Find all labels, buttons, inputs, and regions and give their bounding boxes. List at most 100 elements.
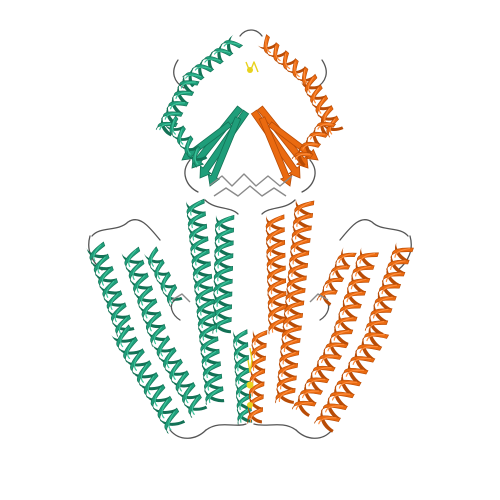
helix-highlight: [207, 375, 219, 391]
helix-turn-front: [214, 240, 234, 258]
helix-highlight: [282, 351, 296, 365]
helix-highlight: [128, 249, 137, 268]
helix-turn-front: [201, 348, 220, 368]
helix-turn-front: [128, 259, 145, 283]
helix-highlight: [217, 267, 230, 282]
helix-highlight: [355, 265, 371, 277]
helix-highlight: [236, 344, 246, 359]
helix-highlight: [385, 272, 402, 283]
helix-turn-front: [189, 223, 208, 243]
helix-highlight: [390, 260, 406, 270]
helix-highlight: [192, 225, 204, 241]
ligand-top-yellow: [245, 61, 259, 73]
ion-sphere-2: [247, 402, 253, 408]
helix-turn-front: [251, 329, 268, 347]
helix-highlight: [359, 345, 378, 354]
helix-turn-front: [277, 363, 299, 379]
helix-highlight: [254, 331, 265, 346]
helix-highlight: [180, 81, 196, 89]
helix-turn-front: [248, 381, 265, 398]
helix-turn-front: [148, 246, 159, 270]
loop-upper-right: [301, 159, 316, 193]
helix-turn-back: [340, 246, 351, 269]
helix-highlight: [164, 112, 180, 120]
helix-highlight: [281, 364, 295, 378]
helix-highlight: [331, 393, 351, 401]
helix-highlight: [140, 288, 150, 306]
helix-highlight: [172, 361, 179, 380]
helix-turn-front: [205, 386, 224, 406]
helix-highlight: [295, 402, 313, 410]
helix-turn-front: [182, 72, 205, 81]
helix-turn-back: [297, 145, 306, 167]
helix-turn-back: [217, 42, 224, 64]
helix-highlight: [239, 395, 249, 410]
alpha-helices: [86, 34, 414, 434]
helix-turn-front: [233, 342, 249, 361]
helix-highlight: [293, 239, 308, 253]
helix-turn-back: [207, 50, 215, 72]
helix-turn-front: [213, 278, 233, 296]
helix-highlight: [204, 58, 221, 63]
helix-turn-front: [267, 265, 286, 284]
helix-highlight: [332, 265, 348, 276]
helix-turn-front: [150, 323, 166, 347]
helix-turn-back: [276, 58, 298, 66]
helix-turn-front: [106, 290, 123, 313]
helix-highlight: [271, 305, 284, 320]
helix-turn-back: [198, 58, 205, 80]
helix-turn-front: [98, 265, 114, 289]
helix-turn-front: [266, 252, 286, 271]
ligand-chain-center-2: [213, 185, 287, 197]
helix-turn-front: [390, 247, 414, 259]
helix-turn-front: [248, 394, 264, 411]
helix-turn-front: [267, 291, 287, 309]
helix-highlight: [149, 313, 158, 332]
helix-highlight: [345, 369, 365, 377]
helix-turn-front: [290, 238, 311, 254]
helix-highlight: [252, 357, 264, 371]
helix-highlight: [132, 262, 141, 280]
helix-turn-front: [377, 284, 402, 295]
helix-highlight: [206, 363, 218, 379]
helix-highlight: [197, 275, 209, 291]
helix-turn-front: [287, 263, 309, 279]
helix-highlight: [170, 102, 186, 110]
helix-highlight: [237, 369, 248, 385]
helix-turn-front: [265, 214, 285, 233]
helix-turn-front: [143, 371, 159, 399]
loop-right-bottom: [295, 429, 333, 439]
helix-highlight: [265, 37, 272, 54]
helix-highlight: [250, 408, 261, 423]
helix-turn-front: [137, 285, 154, 309]
helix-turn-front: [192, 261, 211, 281]
helix-highlight: [216, 293, 229, 307]
helix-highlight: [136, 275, 145, 293]
helix-highlight: [309, 133, 326, 140]
helix-turn-front: [201, 56, 224, 65]
helix-turn-front: [234, 354, 249, 374]
helix-highlight: [269, 241, 282, 257]
helix-turn-back: [334, 259, 344, 281]
helix-turn-front: [187, 211, 206, 231]
helix-highlight: [160, 338, 167, 357]
helix-turn-front: [320, 105, 334, 128]
loop-left-top: [91, 219, 161, 241]
helix-turn-front: [115, 314, 131, 337]
helix-turn-front: [334, 316, 358, 329]
helix-turn-front: [204, 373, 223, 393]
helix-turn-back: [143, 253, 164, 264]
helix-turn-back: [186, 154, 208, 161]
helix-turn-front: [247, 407, 264, 424]
helix-turn-front: [133, 272, 149, 296]
helix-turn-front: [315, 94, 329, 117]
helix-highlight: [325, 278, 341, 289]
helix-turn-front: [162, 346, 177, 372]
helix-turn-front: [169, 115, 179, 138]
helix-highlight: [179, 373, 186, 392]
helix-highlight: [318, 417, 337, 425]
helix-turn-front: [281, 325, 302, 341]
helix-a-top-1: [182, 34, 244, 88]
helix-highlight: [319, 290, 335, 301]
helix-turn-front: [215, 214, 235, 232]
